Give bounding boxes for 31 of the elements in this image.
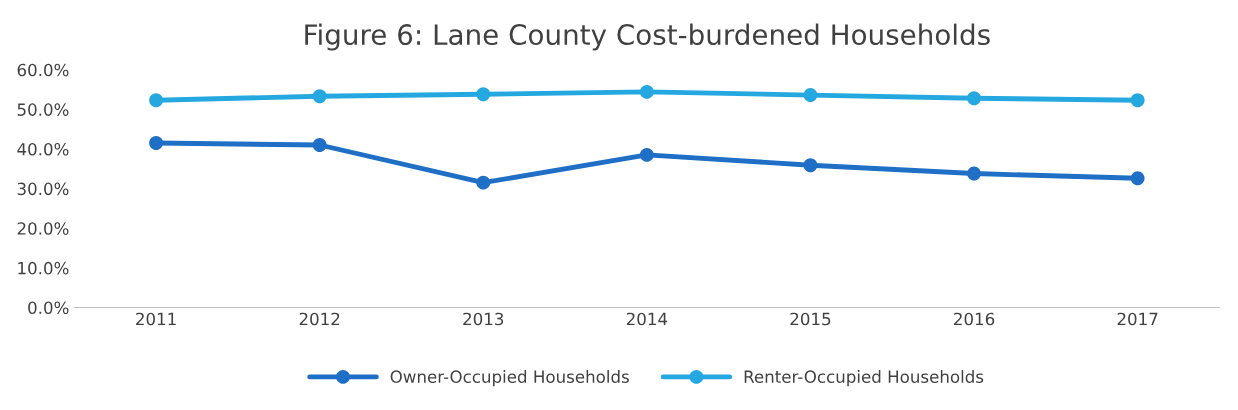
point: [476, 175, 491, 190]
point: [1130, 93, 1145, 108]
point: [967, 166, 981, 181]
x-tick-label: 2015: [790, 312, 831, 326]
point: [149, 136, 164, 150]
y-tick-label: 30.0%: [17, 182, 69, 196]
point: [312, 89, 327, 104]
x-tick-label: 2013: [463, 312, 504, 326]
x-tick-label: 2014: [626, 312, 668, 326]
point: [803, 88, 818, 103]
y-tick-label: 50.0%: [17, 103, 69, 116]
legend-label: Renter-Occupied Households: [744, 370, 984, 387]
x-tick-label: 2016: [954, 312, 995, 326]
y-tick-label: 60.0%: [17, 63, 69, 77]
point: [639, 84, 654, 99]
y-tick-label: 10.0%: [18, 261, 69, 275]
point: [639, 147, 654, 162]
point: [312, 138, 327, 152]
point: [967, 91, 981, 106]
point: [1130, 171, 1145, 186]
x-tick-label: 2012: [299, 312, 340, 326]
chart-title: Figure 6: Lane County Cost-burdened Households: [305, 23, 990, 51]
y-tick-label: 20.0%: [17, 222, 69, 235]
point: [803, 158, 818, 173]
legend-label: Owner-Occupied Households: [390, 370, 629, 387]
point: [476, 87, 491, 102]
x-tick-label: 2017: [1117, 312, 1158, 326]
point: [149, 93, 164, 108]
y-tick-label: 40.0%: [17, 142, 69, 156]
x-tick-label: 2011: [136, 312, 176, 326]
y-tick-label: 0.0%: [28, 301, 69, 315]
